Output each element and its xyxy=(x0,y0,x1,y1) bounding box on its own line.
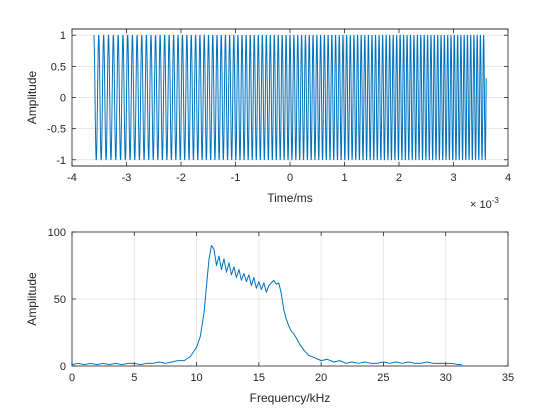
x-tick-label: -4 xyxy=(67,172,77,184)
y-tick-label: 1 xyxy=(60,30,66,42)
time-signal-line xyxy=(93,34,487,161)
x-tick-label: 3 xyxy=(450,172,456,184)
x-tick-label: 5 xyxy=(131,372,137,384)
time-domain-plot: -4 -3 -2 -1 0 1 2 3 4 -1 -0.5 0 0.5 1 Time/ms Amplit… xyxy=(25,28,511,211)
y-tick-label: -1 xyxy=(56,155,66,167)
x-tick-label: 2 xyxy=(396,172,402,184)
x-tick-label: 35 xyxy=(502,372,514,384)
frequency-plot-y-ticks: 0 50 100 xyxy=(48,227,508,373)
y-tick-label: -0.5 xyxy=(47,124,66,136)
time-plot-y-label: Amplitude xyxy=(25,71,39,125)
time-plot-x-label: Time/ms xyxy=(267,191,313,205)
spectrum-line xyxy=(71,244,462,366)
x-tick-label: 4 xyxy=(505,172,511,184)
exponent-power: -3 xyxy=(492,196,500,205)
x-tick-label: 20 xyxy=(315,372,327,384)
y-tick-label: 100 xyxy=(48,227,66,239)
y-tick-label: 0 xyxy=(60,93,66,105)
plot-border xyxy=(71,231,509,367)
frequency-plot-x-label: Frequency/kHz xyxy=(250,391,331,405)
x-tick-label: -2 xyxy=(176,172,186,184)
time-plot-y-ticks: -1 -0.5 0 0.5 1 xyxy=(47,30,508,167)
frequency-domain-plot: 0 5 10 15 20 25 30 35 0 50 100 Frequency/kHz Ampl… xyxy=(25,227,514,405)
x-tick-label: 30 xyxy=(440,372,452,384)
x-tick-label: -1 xyxy=(231,172,241,184)
x-tick-label: -3 xyxy=(122,172,132,184)
x-tick-label: 0 xyxy=(69,372,75,384)
y-tick-label: 0.5 xyxy=(51,61,66,73)
frequency-plot-x-ticks: 0 5 10 15 20 25 30 35 xyxy=(69,232,514,384)
time-plot-x-exponent: × 10-3 xyxy=(470,196,499,211)
y-tick-label: 50 xyxy=(54,294,66,306)
x-tick-label: 15 xyxy=(253,372,265,384)
x-tick-label: 25 xyxy=(377,372,389,384)
y-tick-label: 0 xyxy=(60,361,66,373)
frequency-plot-y-label: Amplitude xyxy=(25,272,39,326)
x-tick-label: 0 xyxy=(287,172,293,184)
x-tick-label: 1 xyxy=(341,172,347,184)
exponent-base: × 10 xyxy=(470,199,492,211)
plot-border xyxy=(71,28,509,167)
x-tick-label: 10 xyxy=(190,372,202,384)
